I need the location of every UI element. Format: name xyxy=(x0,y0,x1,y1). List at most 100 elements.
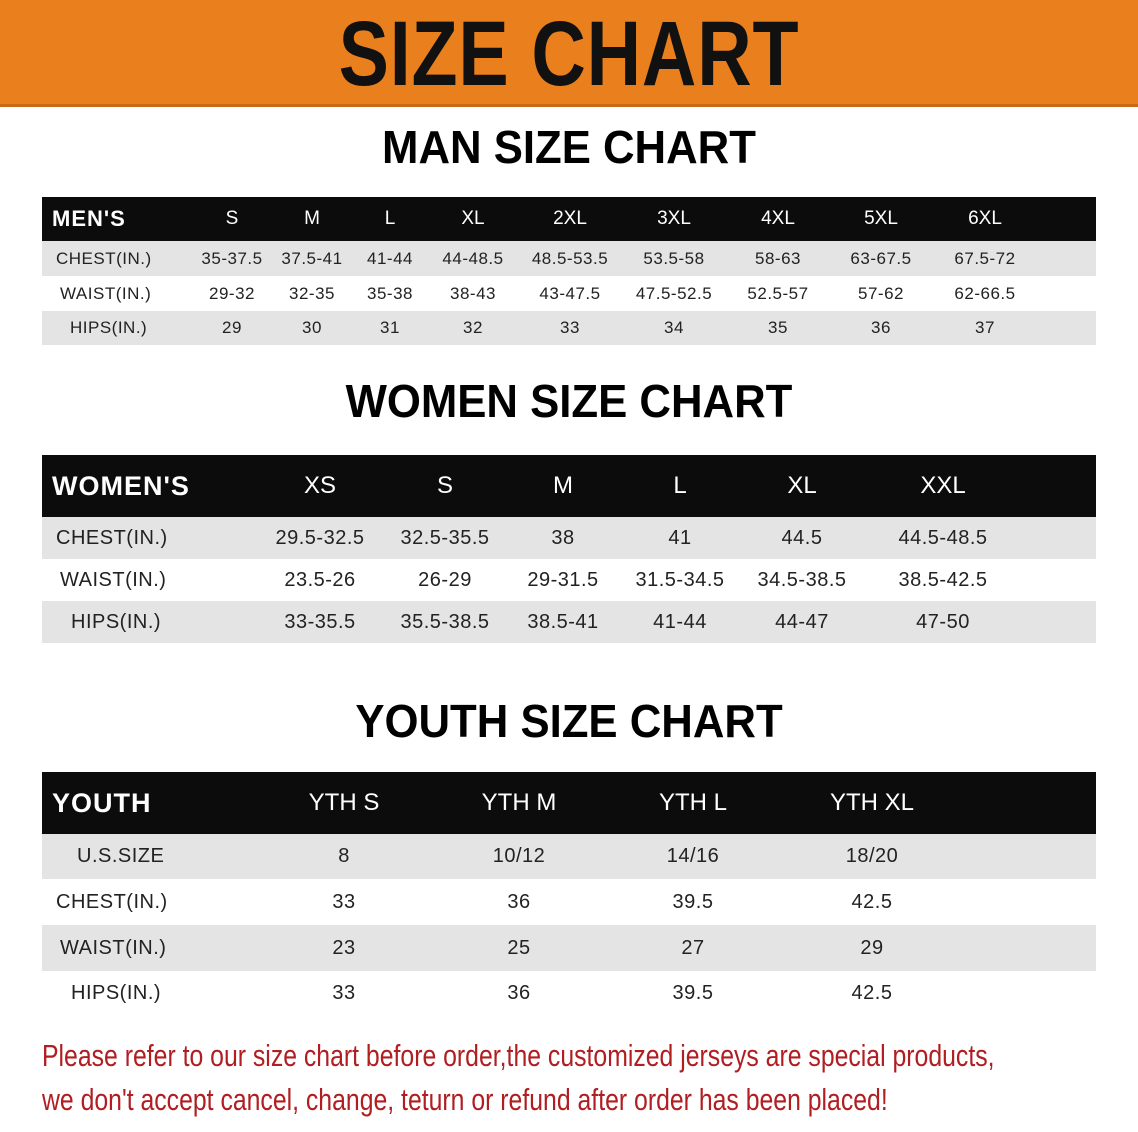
measurement-value: 34.5-38.5 xyxy=(757,568,847,591)
measurement-value: 44-48.5 xyxy=(442,248,504,268)
measurement-label: WAIST(IN.) xyxy=(60,283,152,303)
measurement-value: 23.5-26 xyxy=(284,568,356,591)
measurement-value: 47.5-52.5 xyxy=(635,283,713,303)
size-column-header: M xyxy=(553,472,573,499)
size-column-header: 5XL xyxy=(864,208,898,229)
measurement-value: 39.5 xyxy=(672,890,714,913)
youth-size-table: YOUTH YTH S YTH M YTH L YTH XL U.S.SIZE 8 10/12… xyxy=(42,772,1096,1016)
size-column-header: YTH L xyxy=(658,789,728,816)
measurement-value: 14/16 xyxy=(666,845,720,867)
measurement-value: 42.5 xyxy=(851,890,893,913)
measurement-value: 63-67.5 xyxy=(850,248,912,268)
measurement-value: 41-44 xyxy=(367,248,413,268)
measurement-label: WAIST(IN.) xyxy=(60,568,167,591)
women-size-table: WOMEN'S XS S M L XL XXL CHEST(IN.) 29.5-32.5 32.5… xyxy=(42,455,1096,643)
measurement-value: 42.5 xyxy=(851,982,893,1004)
measurement-value: 36 xyxy=(507,890,531,913)
measurement-value: 30 xyxy=(302,318,322,337)
measurement-value: 29 xyxy=(222,318,242,337)
table-row: CHEST(IN.) 33 36 39.5 42.5 xyxy=(42,879,1096,925)
measurement-value: 33 xyxy=(332,982,356,1004)
women-header-row: WOMEN'S XS S M L XL XXL xyxy=(42,455,1096,517)
measurement-value: 38.5-41 xyxy=(527,610,599,633)
women-table-label: WOMEN'S xyxy=(52,470,190,501)
men-size-table: MEN'S S M L XL 2XL 3XL 4XL 5XL 6XL CHEST(IN.) 35-37… xyxy=(42,197,1096,345)
measurement-value: 38-43 xyxy=(450,283,496,303)
measurement-value: 26-29 xyxy=(418,568,472,591)
measurement-value: 8 xyxy=(338,845,350,867)
measurement-value: 36 xyxy=(507,982,531,1004)
size-column-header: 3XL xyxy=(657,208,691,229)
measurement-value: 33 xyxy=(332,890,356,913)
measurement-value: 38 xyxy=(551,526,575,549)
table-row: CHEST(IN.) 35-37.5 37.5-41 41-44 44-48.5 48.5… xyxy=(42,241,1096,276)
size-column-header: 6XL xyxy=(968,208,1002,229)
footer-notice-line-2: we don't accept cancel, change, teturn o… xyxy=(42,1082,888,1117)
size-column-header: S xyxy=(436,472,454,499)
size-chart-banner: SIZE CHART xyxy=(0,0,1138,107)
table-row: WAIST(IN.) 29-32 32-35 35-38 38-43 43-47.5 47.… xyxy=(42,276,1096,311)
measurement-value: 29-31.5 xyxy=(527,568,599,591)
youth-table-label: YOUTH xyxy=(52,787,152,818)
measurement-value: 67.5-72 xyxy=(954,248,1016,268)
size-column-header: S xyxy=(225,208,239,229)
measurement-value: 57-62 xyxy=(858,283,904,303)
measurement-label: CHEST(IN.) xyxy=(56,890,168,913)
measurement-value: 43-47.5 xyxy=(539,283,601,303)
measurement-value: 31 xyxy=(380,318,400,337)
measurement-value: 35 xyxy=(768,318,788,337)
table-row: HIPS(IN.) 33 36 39.5 42.5 xyxy=(42,971,1096,1016)
measurement-value: 35-37.5 xyxy=(201,248,263,268)
measurement-value: 31.5-34.5 xyxy=(635,568,725,591)
measurement-value: 44.5-48.5 xyxy=(898,526,988,549)
measurement-value: 47-50 xyxy=(916,610,970,633)
women-section-title: WOMEN SIZE CHART xyxy=(345,375,793,427)
table-row: WAIST(IN.) 23.5-26 26-29 29-31.5 31.5-34.5 34… xyxy=(42,559,1096,601)
size-column-header: XL xyxy=(787,472,817,499)
measurement-value: 29 xyxy=(860,936,884,959)
men-header-row: MEN'S S M L XL 2XL 3XL 4XL 5XL 6XL xyxy=(42,197,1096,241)
men-section-title: MAN SIZE CHART xyxy=(382,121,756,173)
measurement-value: 44-47 xyxy=(775,610,829,633)
measurement-value: 41 xyxy=(668,526,692,549)
table-row: WAIST(IN.) 23 25 27 29 xyxy=(42,925,1096,971)
measurement-label: HIPS(IN.) xyxy=(71,982,162,1004)
measurement-value: 39.5 xyxy=(672,982,714,1004)
size-column-header: YTH M xyxy=(481,789,557,816)
size-column-header: L xyxy=(384,208,396,229)
measurement-value: 36 xyxy=(871,318,891,337)
size-column-header: M xyxy=(304,208,320,229)
measurement-label: HIPS(IN.) xyxy=(70,318,148,337)
measurement-value: 32.5-35.5 xyxy=(400,526,490,549)
size-column-header: YTH S xyxy=(308,789,380,816)
measurement-label: HIPS(IN.) xyxy=(71,610,162,633)
measurement-value: 33 xyxy=(560,318,580,337)
measurement-value: 32-35 xyxy=(289,283,335,303)
measurement-value: 62-66.5 xyxy=(954,283,1016,303)
measurement-value: 48.5-53.5 xyxy=(531,248,609,268)
table-row: HIPS(IN.) 29 30 31 32 33 34 35 36 37 xyxy=(42,311,1096,345)
footer-notice-line-1: Please refer to our size chart before or… xyxy=(42,1038,995,1073)
measurement-value: 32 xyxy=(463,318,483,337)
measurement-value: 52.5-57 xyxy=(747,283,809,303)
measurement-value: 35-38 xyxy=(367,283,413,303)
size-column-header: L xyxy=(673,472,687,499)
measurement-value: 41-44 xyxy=(653,610,707,633)
measurement-value: 10/12 xyxy=(492,845,546,867)
measurement-value: 34 xyxy=(664,318,684,337)
youth-header-row: YOUTH YTH S YTH M YTH L YTH XL xyxy=(42,772,1096,834)
measurement-value: 33-35.5 xyxy=(284,610,356,633)
measurement-value: 27 xyxy=(681,936,705,959)
size-column-header: XXL xyxy=(920,472,966,499)
measurement-value: 37 xyxy=(975,318,995,337)
size-column-header: YTH XL xyxy=(829,789,915,816)
measurement-value: 38.5-42.5 xyxy=(898,568,988,591)
table-row: U.S.SIZE 8 10/12 14/16 18/20 xyxy=(42,834,1096,879)
measurement-value: 29-32 xyxy=(209,283,255,303)
measurement-label: WAIST(IN.) xyxy=(60,936,167,959)
measurement-value: 58-63 xyxy=(755,248,801,268)
measurement-label: U.S.SIZE xyxy=(77,845,165,867)
table-row: CHEST(IN.) 29.5-32.5 32.5-35.5 38 41 44.5 44.5… xyxy=(42,517,1096,559)
measurement-value: 18/20 xyxy=(845,845,899,867)
measurement-value: 29.5-32.5 xyxy=(275,526,365,549)
